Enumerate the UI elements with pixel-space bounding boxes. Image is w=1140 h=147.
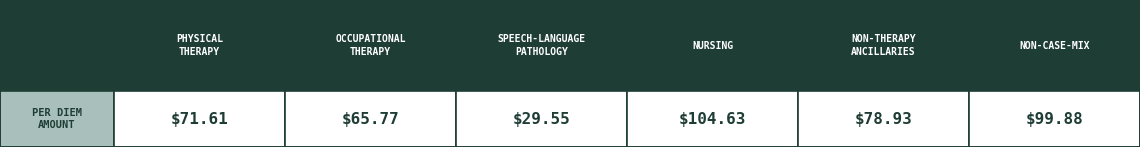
- Bar: [627, 0, 798, 91]
- Bar: [285, 91, 456, 147]
- Text: NON-CASE-MIX: NON-CASE-MIX: [1019, 41, 1090, 51]
- Bar: [114, 91, 285, 147]
- Text: $65.77: $65.77: [342, 112, 399, 127]
- Bar: [798, 0, 969, 91]
- Text: $104.63: $104.63: [678, 112, 747, 127]
- Bar: [456, 91, 627, 147]
- Bar: [798, 91, 969, 147]
- Bar: [285, 0, 456, 91]
- Text: $29.55: $29.55: [513, 112, 570, 127]
- Bar: [969, 91, 1140, 147]
- Text: SPEECH-LANGUAGE
PATHOLOGY: SPEECH-LANGUAGE PATHOLOGY: [497, 34, 586, 57]
- Text: OCCUPATIONAL
THERAPY: OCCUPATIONAL THERAPY: [335, 34, 406, 57]
- Text: NURSING: NURSING: [692, 41, 733, 51]
- Text: $78.93: $78.93: [855, 112, 912, 127]
- Bar: [969, 0, 1140, 91]
- Bar: [456, 0, 627, 91]
- Text: $71.61: $71.61: [171, 112, 228, 127]
- Bar: [114, 0, 285, 91]
- Text: PHYSICAL
THERAPY: PHYSICAL THERAPY: [176, 34, 223, 57]
- Bar: [0, 91, 114, 147]
- Text: PER DIEM
AMOUNT: PER DIEM AMOUNT: [32, 108, 82, 130]
- Text: NON-THERAPY
ANCILLARIES: NON-THERAPY ANCILLARIES: [852, 34, 915, 57]
- Text: $99.88: $99.88: [1026, 112, 1083, 127]
- Bar: [627, 91, 798, 147]
- Bar: [0, 0, 114, 91]
